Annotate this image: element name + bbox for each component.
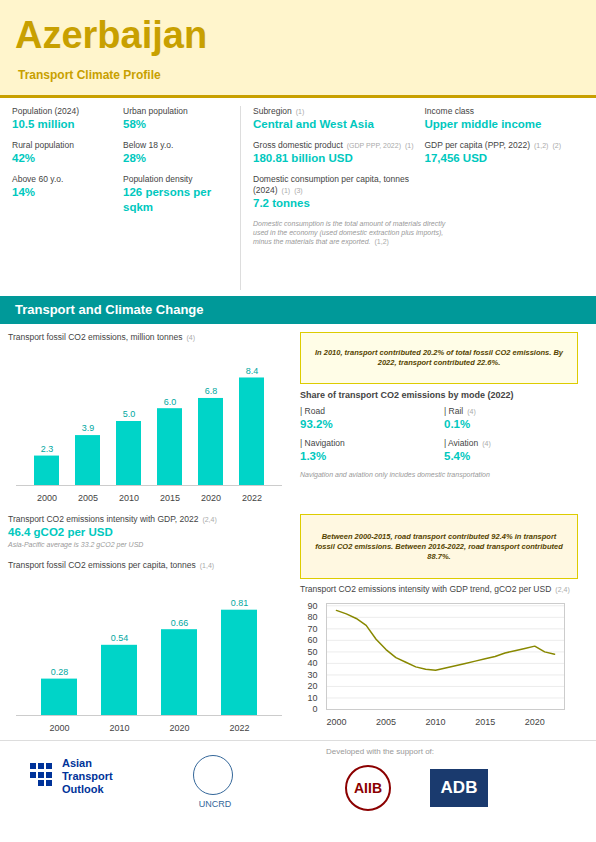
html-text:Central and West Asia: Central and West Asia xyxy=(253,118,374,130)
svg-text:2000: 2000 xyxy=(326,717,346,727)
html-text:Transport fossil CO2 emissions: Transport fossil CO2 emissions per capit… xyxy=(8,560,215,570)
svg-text:2022: 2022 xyxy=(242,493,262,503)
html-text:93.2%: 93.2% xyxy=(300,418,333,430)
svg-text:0.28: 0.28 xyxy=(51,667,69,677)
svg-text:2005: 2005 xyxy=(78,493,98,503)
html-text:Transport CO2 emissions intens: Transport CO2 emissions intensity with G… xyxy=(8,514,217,524)
html-text:Rural population: Rural population xyxy=(12,140,74,150)
html-text:5.4%: 5.4% xyxy=(444,450,471,462)
html-text:Transport Climate Profile: Transport Climate Profile xyxy=(18,68,161,82)
svg-text:2020: 2020 xyxy=(169,723,189,733)
html-text:| Aviation (4): | Aviation (4) xyxy=(444,438,491,448)
html-text:Population density: Population density xyxy=(123,174,193,184)
html-text:(1,2): (1,2) xyxy=(534,142,549,149)
svg-text:6.0: 6.0 xyxy=(164,397,177,407)
svg-text:90: 90 xyxy=(307,601,317,611)
html-text:Below 18 y.o.: Below 18 y.o. xyxy=(123,140,174,150)
svg-text:0: 0 xyxy=(312,704,317,714)
svg-text:2015: 2015 xyxy=(160,493,180,503)
html-text:42%: 42% xyxy=(12,152,35,164)
html-text:| Navigation: | Navigation xyxy=(300,438,345,448)
svg-text:2000: 2000 xyxy=(37,493,57,503)
svg-text:5.0: 5.0 xyxy=(123,409,136,419)
svg-text:8.4: 8.4 xyxy=(246,366,259,376)
html-text:Developed with the support of:: Developed with the support of: xyxy=(326,747,434,756)
html-text:Subregion (1): Subregion (1) xyxy=(253,106,305,116)
html-text:Transport: Transport xyxy=(62,770,113,782)
html-text:| Road: | Road xyxy=(300,406,325,416)
html-text:17,456 USD: 17,456 USD xyxy=(424,152,488,164)
svg-text:30: 30 xyxy=(307,670,317,680)
svg-text:0.66: 0.66 xyxy=(171,618,189,628)
svg-text:0.81: 0.81 xyxy=(231,598,249,608)
svg-text:2005: 2005 xyxy=(376,717,396,727)
svg-text:20: 20 xyxy=(307,681,317,691)
html-text:Domestic consumption is the to: Domestic consumption is the total amount… xyxy=(253,220,446,245)
html-text:Gross domestic product (GDP PP: Gross domestic product (GDP PPP, 2022) xyxy=(253,140,401,150)
html-text:(3): (3) xyxy=(294,187,303,194)
svg-text:0.54: 0.54 xyxy=(111,633,129,643)
html-text:126 persons per sqkm: 126 persons per sqkm xyxy=(123,186,212,213)
html-text:46.4 gCO2 per USD: 46.4 gCO2 per USD xyxy=(8,526,113,538)
html-text:In 2010, transport contributed: In 2010, transport contributed 20.2% of … xyxy=(315,348,563,367)
html-text:Transport fossil CO2 emissions: Transport fossil CO2 emissions, million … xyxy=(8,332,195,342)
svg-text:80: 80 xyxy=(307,612,317,622)
svg-text:60: 60 xyxy=(307,635,317,645)
html-text:(1,2): (1,2) xyxy=(374,238,389,245)
html-text:Population (2024): Population (2024) xyxy=(12,106,80,116)
svg-text:2015: 2015 xyxy=(475,717,495,727)
html-text:180.81 billion USD: 180.81 billion USD xyxy=(253,152,353,164)
html-text:Outlook: Outlook xyxy=(62,783,104,795)
svg-text:50: 50 xyxy=(307,647,317,657)
html-text:Domestic consumption per capit: Domestic consumption per capita, tonnes … xyxy=(253,174,409,195)
html-text:Above 60 y.o.: Above 60 y.o. xyxy=(12,174,64,184)
svg-text:2010: 2010 xyxy=(109,723,129,733)
svg-text:2010: 2010 xyxy=(426,717,446,727)
html-text:Asian: Asian xyxy=(62,757,92,769)
html-text:1.3%: 1.3% xyxy=(300,450,327,462)
svg-text:40: 40 xyxy=(307,658,317,668)
svg-text:2022: 2022 xyxy=(229,723,249,733)
svg-text:2010: 2010 xyxy=(119,493,139,503)
html-text:Azerbaijan: Azerbaijan xyxy=(15,14,208,56)
html-text:| Rail (4): | Rail (4) xyxy=(444,406,476,416)
html-text:Income class: Income class xyxy=(424,106,475,116)
html-text:GDP per capita (PPP, 2022): GDP per capita (PPP, 2022) xyxy=(424,140,530,150)
svg-text:2.3: 2.3 xyxy=(41,444,54,454)
html-text:58%: 58% xyxy=(123,118,146,130)
html-text:(1): (1) xyxy=(405,142,414,149)
html-text:Transport and Climate Change: Transport and Climate Change xyxy=(15,302,204,317)
html-text:Between 2000-2015, road transp: Between 2000-2015, road transport contri… xyxy=(315,531,563,561)
html-text:Upper middle income: Upper middle income xyxy=(424,118,542,130)
html-text:14%: 14% xyxy=(12,186,35,198)
html-text:28%: 28% xyxy=(123,152,146,164)
html-text:10.5 million: 10.5 million xyxy=(12,118,75,130)
html-text:ADB: ADB xyxy=(440,778,478,797)
html-text:Urban population: Urban population xyxy=(123,106,188,116)
html-text:Navigation and aviation only i: Navigation and aviation only includes do… xyxy=(300,471,490,478)
svg-text:2020: 2020 xyxy=(525,717,545,727)
svg-text:70: 70 xyxy=(307,624,317,634)
svg-text:3.9: 3.9 xyxy=(82,423,95,433)
html-text:7.2 tonnes: 7.2 tonnes xyxy=(253,197,310,209)
svg-text:2000: 2000 xyxy=(49,723,69,733)
svg-text:2020: 2020 xyxy=(201,493,221,503)
svg-text:6.8: 6.8 xyxy=(205,386,218,396)
html-text:Asia-Pacific average is 33.2 g: Asia-Pacific average is 33.2 gCO2 per US… xyxy=(8,541,144,548)
svg-text:10: 10 xyxy=(307,693,317,703)
html-text:AIIB: AIIB xyxy=(354,780,382,796)
html-text:Transport CO2 emissions intens: Transport CO2 emissions intensity with G… xyxy=(300,584,570,594)
html-text:0.1%: 0.1% xyxy=(444,418,471,430)
html-text:UNCRD: UNCRD xyxy=(198,799,232,809)
html-text:(2): (2) xyxy=(552,142,561,149)
html-text:Share of transport CO2 emissio: Share of transport CO2 emissions by mode… xyxy=(300,390,514,400)
